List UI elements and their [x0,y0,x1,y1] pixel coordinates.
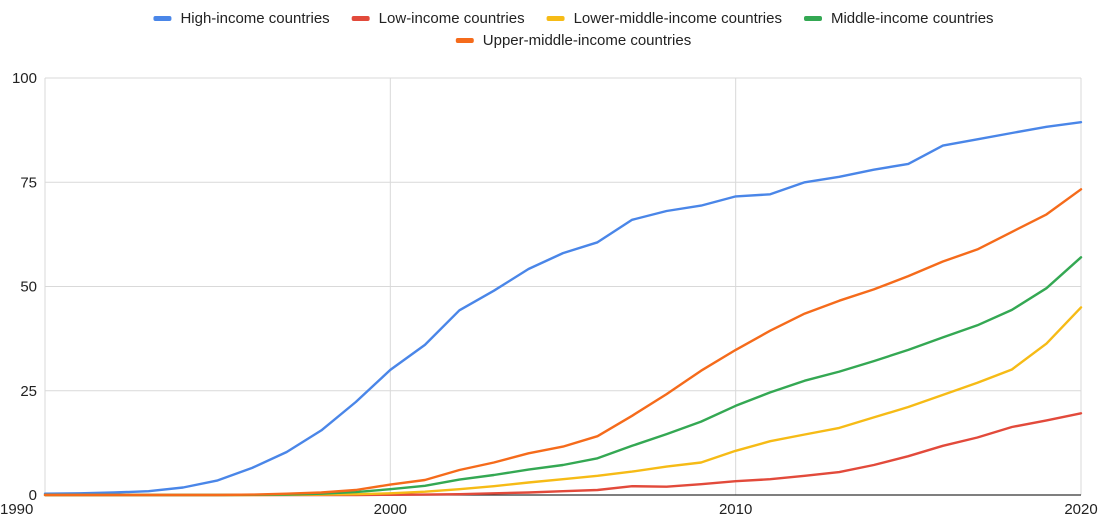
series-line-4 [43,188,1083,497]
legend-label: High-income countries [180,10,329,27]
series-line-0 [43,120,1083,495]
series-line-3 [43,256,1083,497]
x-tick-label: 2010 [719,501,752,518]
legend-label: Lower-middle-income countries [574,10,782,27]
y-tick-label: 0 [29,487,37,504]
legend-item-0: High-income countries [153,10,330,27]
x-tick-label: 2000 [374,501,407,518]
legend-label: Low-income countries [379,10,525,27]
x-tick-label: 2020 [1064,501,1097,518]
legend-item-1: Low-income countries [351,10,525,27]
legend-label: Middle-income countries [831,10,994,27]
legend-item-4: Upper-middle-income countries [455,32,691,49]
y-tick-label: 100 [12,70,37,87]
y-tick-label: 75 [20,174,37,191]
y-tick-label: 50 [20,279,37,296]
series-lines [43,120,1083,497]
legend-label: Upper-middle-income countries [483,32,691,49]
legend-swatch [803,16,822,21]
legend-item-2: Lower-middle-income countries [546,10,782,27]
x-tick-label: 1990 [0,501,33,518]
legend-swatch [546,16,565,21]
legend-swatch [455,38,474,43]
axes: 0 25 50 75 100 1990 2000 2010 2020 [0,70,1098,518]
y-tick-label: 25 [20,383,37,400]
legend-item-3: Middle-income countries [803,10,994,27]
legend-swatch [351,16,370,21]
legend-swatch [153,16,172,21]
series-line-2 [43,306,1083,497]
grid [44,77,1082,495]
legend: High-income countries Low-income countrie… [153,10,994,49]
